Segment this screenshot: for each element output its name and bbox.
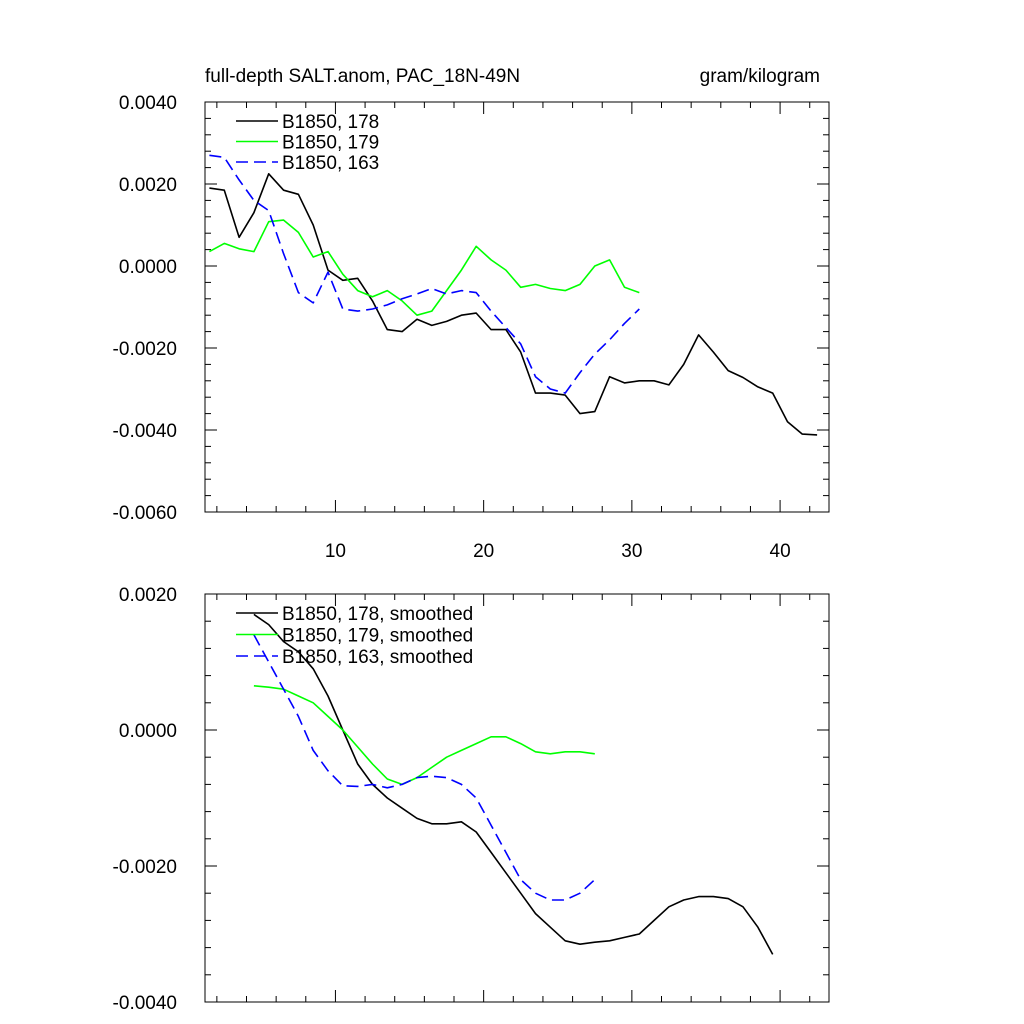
top-panel-title-right: gram/kilogram	[700, 66, 820, 87]
top-legend-label-2: B1850, 163	[282, 153, 379, 174]
top-y-tick-label: 0.0040	[119, 93, 177, 114]
top-legend-label-0: B1850, 178	[282, 112, 379, 133]
top-panel-title-left: full-depth SALT.anom, PAC_18N-49N	[205, 66, 520, 87]
top-y-tick-label: -0.0060	[113, 503, 177, 524]
top-panel: full-depth SALT.anom, PAC_18N-49N gram/k…	[113, 66, 830, 562]
bottom-legend-label-0: B1850, 178, smoothed	[282, 604, 473, 625]
top-y-tick-label: -0.0040	[113, 421, 177, 442]
bottom-panel: 0.0020 0.0000 -0.0020 -0.0040 B1850, 178, sm…	[113, 585, 830, 1014]
top-series-line-1	[209, 219, 640, 317]
bottom-series-line-0	[253, 613, 774, 955]
bottom-series-line-1	[253, 685, 595, 786]
top-y-tick-label: 0.0020	[119, 175, 177, 196]
bottom-y-tick-label: -0.0020	[113, 857, 177, 878]
top-series-line-0	[209, 173, 818, 436]
bottom-legend-label-2: B1850, 163, smoothed	[282, 647, 473, 668]
top-x-tick-label: 40	[770, 541, 791, 562]
top-x-tick-label: 20	[473, 541, 494, 562]
bottom-y-tick-label: 0.0000	[119, 721, 177, 742]
bottom-legend-label-1: B1850, 179, smoothed	[282, 626, 473, 647]
top-x-tick-label: 30	[621, 541, 642, 562]
top-y-tick-label: 0.0000	[119, 257, 177, 278]
top-y-tick-label: -0.0020	[113, 339, 177, 360]
bottom-series-line-2	[253, 634, 596, 901]
top-plot-frame	[204, 101, 830, 513]
top-series-line-2	[209, 154, 640, 394]
top-x-tick-label: 10	[325, 541, 346, 562]
bottom-y-tick-label: 0.0020	[119, 585, 177, 606]
bottom-y-tick-label: -0.0040	[113, 993, 177, 1014]
bottom-plot-frame	[204, 593, 830, 1003]
top-legend-label-1: B1850, 179	[282, 133, 379, 154]
